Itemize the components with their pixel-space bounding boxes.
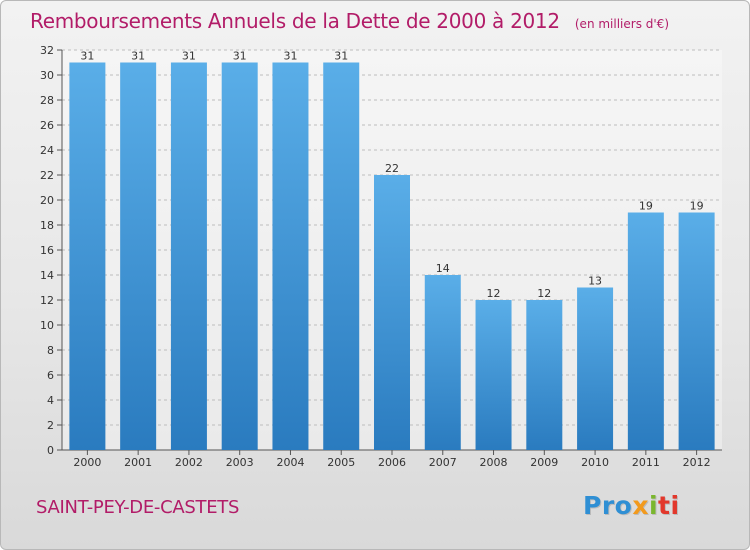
chart-title: Remboursements Annuels de la Dette de 20… — [30, 9, 560, 33]
y-tick-label: 26 — [40, 119, 54, 132]
y-tick-label: 24 — [40, 144, 54, 157]
data-label-2011: 19 — [639, 200, 653, 213]
bar-2012 — [678, 212, 715, 450]
y-tick-label: 12 — [40, 294, 54, 307]
data-label-2000: 31 — [80, 50, 94, 63]
bar-2005 — [323, 62, 360, 450]
bar-2006 — [374, 175, 410, 450]
y-tick-label: 30 — [40, 69, 54, 82]
bar-2009 — [526, 300, 563, 450]
y-tick-label: 6 — [47, 369, 54, 382]
x-tick-label: 2004 — [276, 456, 304, 469]
x-tick-label: 2011 — [632, 456, 660, 469]
x-tick-label: 2010 — [581, 456, 609, 469]
data-label-2005: 31 — [334, 50, 348, 63]
data-label-2004: 31 — [283, 50, 297, 63]
data-label-2002: 31 — [182, 50, 196, 63]
bar-2003 — [221, 62, 258, 450]
y-tick-label: 2 — [47, 419, 54, 432]
bar-2002 — [170, 62, 207, 450]
x-tick-label: 2003 — [226, 456, 254, 469]
y-tick-label: 10 — [40, 319, 54, 332]
bar-2004 — [272, 62, 309, 450]
y-tick-label: 20 — [40, 194, 54, 207]
data-label-2003: 31 — [233, 50, 247, 63]
logo-part-3: i — [648, 491, 659, 520]
commune-name: SAINT-PEY-DE-CASTETS — [36, 497, 240, 518]
x-tick-label: 2001 — [124, 456, 152, 469]
logo-part-1: Pro — [583, 491, 633, 520]
bar-2011 — [627, 212, 664, 450]
proxiti-logo[interactable]: Proxiti — [583, 491, 680, 520]
y-tick-label: 18 — [40, 219, 54, 232]
data-label-2008: 12 — [487, 287, 501, 300]
y-tick-label: 32 — [40, 44, 54, 57]
y-tick-label: 16 — [40, 244, 54, 257]
bar-2010 — [577, 287, 614, 450]
logo-part-4: ti — [658, 491, 680, 520]
data-label-2007: 14 — [436, 262, 450, 275]
bar-2000 — [69, 62, 106, 450]
x-tick-label: 2007 — [429, 456, 457, 469]
x-tick-label: 2000 — [73, 456, 101, 469]
bar-2001 — [120, 62, 157, 450]
data-label-2010: 13 — [588, 275, 602, 288]
bar-2007 — [424, 275, 461, 450]
y-tick-label: 14 — [40, 269, 54, 282]
data-label-2012: 19 — [690, 200, 704, 213]
x-tick-label: 2002 — [175, 456, 203, 469]
y-tick-label: 0 — [47, 444, 54, 457]
y-tick-label: 8 — [47, 344, 54, 357]
x-tick-label: 2012 — [683, 456, 711, 469]
y-tick-label: 22 — [40, 169, 54, 182]
chart-subtitle: (en milliers d'€) — [574, 17, 669, 31]
data-label-2006: 22 — [385, 162, 399, 175]
y-tick-label: 28 — [40, 94, 54, 107]
y-tick-label: 4 — [47, 394, 54, 407]
data-label-2009: 12 — [537, 287, 551, 300]
x-tick-label: 2005 — [327, 456, 355, 469]
x-tick-label: 2008 — [480, 456, 508, 469]
x-tick-label: 2006 — [378, 456, 406, 469]
chart-title-row: Remboursements Annuels de la Dette de 20… — [30, 9, 669, 33]
x-tick-label: 2009 — [530, 456, 558, 469]
data-label-2001: 31 — [131, 50, 145, 63]
logo-part-2: x — [632, 491, 649, 520]
bar-2008 — [475, 300, 512, 450]
